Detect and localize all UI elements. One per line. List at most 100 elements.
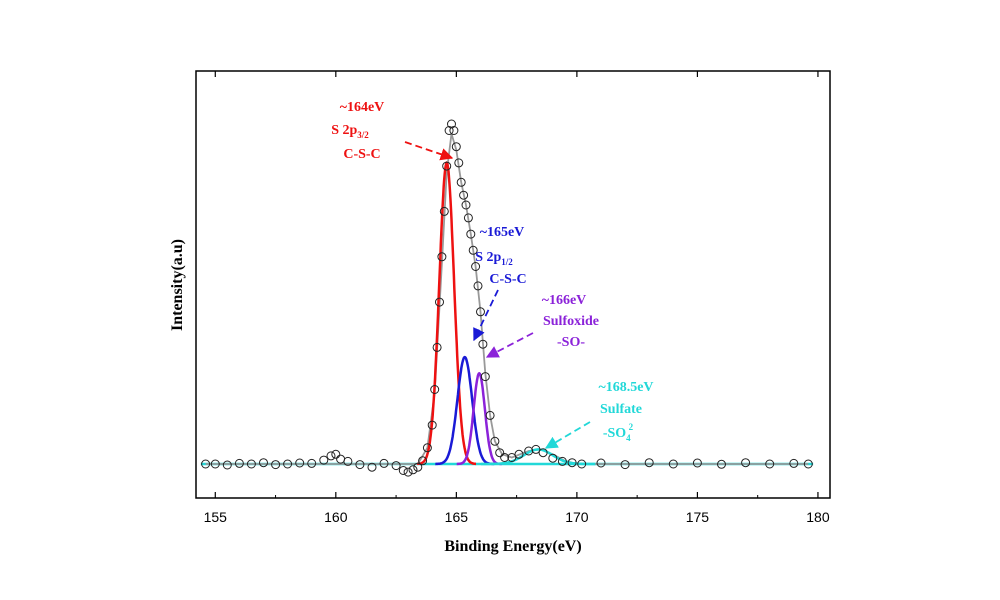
- data-point-marker: [765, 459, 775, 469]
- data-point-marker: [408, 465, 418, 475]
- data-point-marker: [201, 459, 211, 469]
- data-point-marker: [336, 454, 346, 464]
- data-point-marker: [668, 459, 678, 469]
- data-point-marker: [234, 458, 244, 468]
- data-point-marker: [439, 206, 449, 216]
- data-point-marker: [413, 462, 423, 472]
- data-point-marker: [473, 281, 483, 291]
- data-point-marker: [490, 436, 500, 446]
- data-point-marker: [367, 462, 377, 472]
- data-point-marker: [403, 467, 413, 477]
- data-point-marker: [449, 126, 459, 135]
- data-point-marker: [485, 410, 495, 420]
- x-tick-label: 175: [686, 509, 710, 525]
- data-point-marker: [442, 161, 452, 171]
- data-point-marker: [596, 458, 606, 468]
- raw-data-markers: [201, 119, 813, 477]
- annotation-s2p12-label: S 2p1/2: [475, 250, 513, 267]
- data-point-marker: [427, 420, 437, 430]
- data-point-marker: [741, 458, 751, 468]
- data-point-marker: [379, 458, 389, 468]
- data-point-marker: [463, 213, 473, 223]
- data-point-marker: [283, 459, 293, 469]
- annotation-sulfate-label: Sulfate: [600, 402, 642, 417]
- data-point-marker: [391, 461, 401, 471]
- x-tick-label: 170: [565, 509, 589, 525]
- annotation-sulfate-group: -SO42: [603, 422, 634, 443]
- annotation-sulfoxide-label: Sulfoxide: [543, 314, 599, 329]
- data-point-marker: [461, 200, 471, 210]
- annotation-s2p32-energy: ~164eV: [340, 100, 385, 115]
- data-point-marker: [246, 459, 256, 469]
- x-axis-title: Binding Energy(eV): [444, 538, 581, 555]
- data-point-marker: [476, 307, 485, 317]
- data-point-marker: [271, 460, 281, 470]
- data-point-marker: [444, 126, 454, 135]
- data-point-marker: [500, 453, 510, 462]
- annotation-sulfate: ~168.5eV Sulfate -SO42: [598, 380, 653, 443]
- y-axis-title: Intensity(a.u): [169, 239, 186, 331]
- data-point-marker: [789, 458, 799, 468]
- data-point-marker: [331, 449, 341, 459]
- x-tick-label: 180: [806, 509, 830, 525]
- data-point-marker: [471, 262, 481, 271]
- data-point-marker: [398, 466, 408, 475]
- data-point-marker: [343, 456, 353, 466]
- data-point-marker: [319, 455, 329, 465]
- data-point-marker: [418, 456, 428, 466]
- x-tick-label: 165: [445, 509, 469, 525]
- annotation-sulfate-energy: ~168.5eV: [598, 380, 653, 395]
- annotation-sulfate-arrow: [544, 421, 591, 449]
- envelope-fit-line: [205, 133, 809, 465]
- data-point-marker: [456, 177, 466, 187]
- data-point-marker: [548, 453, 558, 463]
- x-tick-label: 160: [324, 509, 348, 525]
- data-point-marker: [430, 385, 440, 394]
- annotation-sulfoxide: ~166eV Sulfoxide -SO-: [542, 293, 599, 350]
- data-point-marker: [454, 158, 464, 168]
- annotation-s2p32-arrow: [404, 141, 454, 161]
- annotation-s2p32-bond: C-S-C: [343, 147, 380, 162]
- annotation-s2p12-arrow: [473, 289, 499, 342]
- data-point-marker: [222, 460, 232, 470]
- data-point-marker: [524, 446, 534, 456]
- data-point-marker: [259, 458, 268, 468]
- x-axis-ticks: 155 160 165 170 175 180: [204, 71, 830, 525]
- data-point-marker: [531, 444, 541, 454]
- data-point-marker: [480, 372, 490, 382]
- data-point-marker: [447, 119, 456, 129]
- data-point-marker: [435, 297, 444, 307]
- data-point-marker: [466, 229, 476, 239]
- data-point-marker: [355, 460, 365, 470]
- data-point-marker: [577, 459, 587, 469]
- annotation-sulfoxide-group: -SO-: [557, 335, 585, 350]
- data-point-marker: [514, 449, 524, 459]
- data-point-marker: [717, 459, 726, 469]
- data-point-marker: [210, 459, 220, 469]
- plot-frame: [195, 70, 831, 499]
- data-point-marker: [620, 460, 630, 470]
- peak-fit-line: [456, 372, 502, 466]
- annotation-sulfoxide-arrow: [485, 332, 534, 358]
- annotation-sulfoxide-energy: ~166eV: [542, 293, 587, 308]
- data-point-marker: [557, 456, 567, 466]
- fit-curves: [200, 133, 814, 466]
- data-point-marker: [507, 453, 517, 462]
- data-point-marker: [307, 458, 317, 468]
- annotation-s2p12-energy: ~165eV: [480, 225, 525, 240]
- data-point-marker: [567, 458, 577, 468]
- annotation-s2p12: ~165eV S 2p1/2 C-S-C: [475, 225, 526, 287]
- data-point-marker: [437, 252, 447, 262]
- data-point-marker: [644, 458, 654, 468]
- annotation-s2p32-label: S 2p3/2: [331, 123, 369, 140]
- data-point-marker: [495, 448, 505, 458]
- peak-fit-line: [435, 355, 495, 466]
- annotation-s2p32: ~164eV S 2p3/2 C-S-C: [331, 100, 384, 162]
- data-point-marker: [803, 459, 813, 469]
- data-point-marker: [459, 190, 469, 200]
- data-point-marker: [326, 451, 336, 461]
- data-point-marker: [422, 443, 432, 453]
- annotation-s2p12-bond: C-S-C: [489, 272, 526, 287]
- data-point-marker: [468, 245, 478, 255]
